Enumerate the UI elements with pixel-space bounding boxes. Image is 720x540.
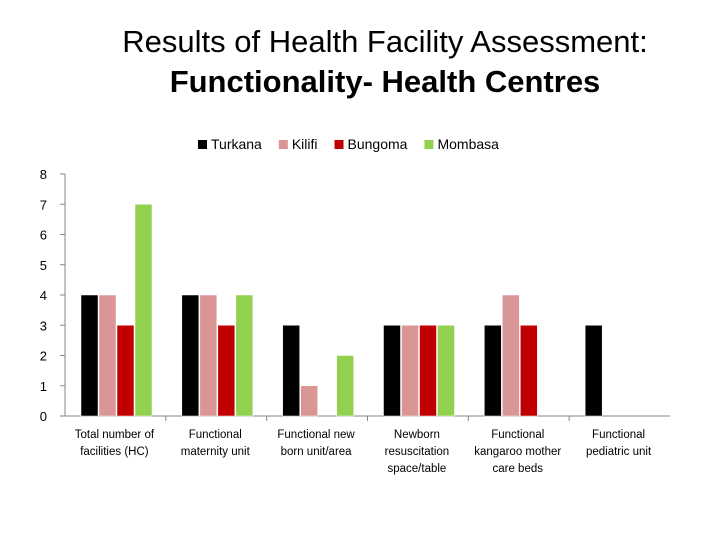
- title-line-1: Results of Health Facility Assessment:: [122, 24, 648, 59]
- x-category-label-line: Newborn: [394, 429, 440, 441]
- bar-kilifi: [401, 325, 419, 417]
- x-category-label-line: kangaroo mother: [474, 446, 561, 458]
- y-tick-label: 8: [40, 167, 47, 182]
- bar-turkana: [282, 325, 300, 417]
- x-category-label: Total number of facilities (HC): [75, 429, 155, 458]
- bar-mombasa: [235, 294, 254, 417]
- x-category-label-line: born unit/area: [281, 446, 353, 458]
- bar-turkana: [484, 325, 502, 417]
- x-category-label: Functional kangaroo mother care beds: [474, 429, 561, 475]
- legend-label-bungoma: Bungoma: [348, 136, 408, 152]
- x-category-label-line: Functional: [592, 429, 645, 441]
- x-category-label-line: resuscitation: [385, 446, 450, 458]
- x-category-label: Functional pediatric unit: [586, 429, 652, 458]
- x-category-label: Functional new born unit/area: [277, 429, 355, 458]
- y-tick-label: 6: [40, 228, 47, 243]
- x-category-label: Functional maternity unit: [181, 429, 251, 458]
- x-category-label-line: space/table: [388, 463, 447, 475]
- y-tick-label: 3: [40, 318, 47, 333]
- legend-label-kilifi: Kilifi: [292, 136, 318, 152]
- x-category-label-line: pediatric unit: [586, 446, 652, 458]
- bar-mombasa: [336, 355, 354, 417]
- legend-swatch-turkana: [198, 140, 207, 149]
- title-line-2: Functionality- Health Centres: [169, 64, 601, 99]
- bar-bungoma: [520, 325, 538, 417]
- x-category-label-line: facilities (HC): [80, 446, 149, 458]
- bar-bungoma: [419, 325, 437, 417]
- x-category-label-line: maternity unit: [181, 446, 251, 458]
- x-category-label-line: Total number of: [75, 429, 155, 441]
- legend-swatch-mombasa: [424, 140, 434, 149]
- y-tick-label: 0: [40, 409, 47, 424]
- slide-title: Results of Health Facility Assessment: F…: [40, 22, 720, 102]
- y-tick-label: 7: [40, 197, 47, 212]
- y-tick-label: 2: [40, 349, 47, 364]
- bar-turkana: [181, 294, 200, 417]
- y-tick-label: 5: [40, 258, 47, 273]
- legend-label-mombasa: Mombasa: [437, 136, 499, 152]
- bar-kilifi: [502, 294, 520, 417]
- x-category-label: Newborn resuscitation space/table: [385, 429, 450, 475]
- bar-mombasa: [134, 204, 153, 417]
- bar-kilifi: [199, 294, 218, 417]
- bar-bungoma: [217, 325, 236, 417]
- legend-swatch-bungoma: [334, 140, 344, 149]
- x-category-label-line: Functional: [491, 429, 544, 441]
- bar-turkana: [584, 325, 603, 417]
- x-category-label-line: Functional: [189, 429, 242, 441]
- bar-kilifi: [98, 294, 117, 417]
- y-tick-label: 4: [40, 288, 47, 303]
- x-category-label-line: Functional new: [277, 429, 355, 441]
- legend-label-turkana: Turkana: [211, 136, 262, 152]
- bar-bungoma: [116, 325, 135, 417]
- bar-kilifi: [300, 385, 318, 417]
- y-tick-label: 1: [40, 379, 47, 394]
- bar-turkana: [383, 325, 401, 417]
- bar-turkana: [80, 294, 99, 417]
- bar-mombasa: [437, 325, 455, 417]
- legend-swatch-kilifi: [278, 140, 288, 149]
- x-category-label-line: care beds: [492, 463, 543, 475]
